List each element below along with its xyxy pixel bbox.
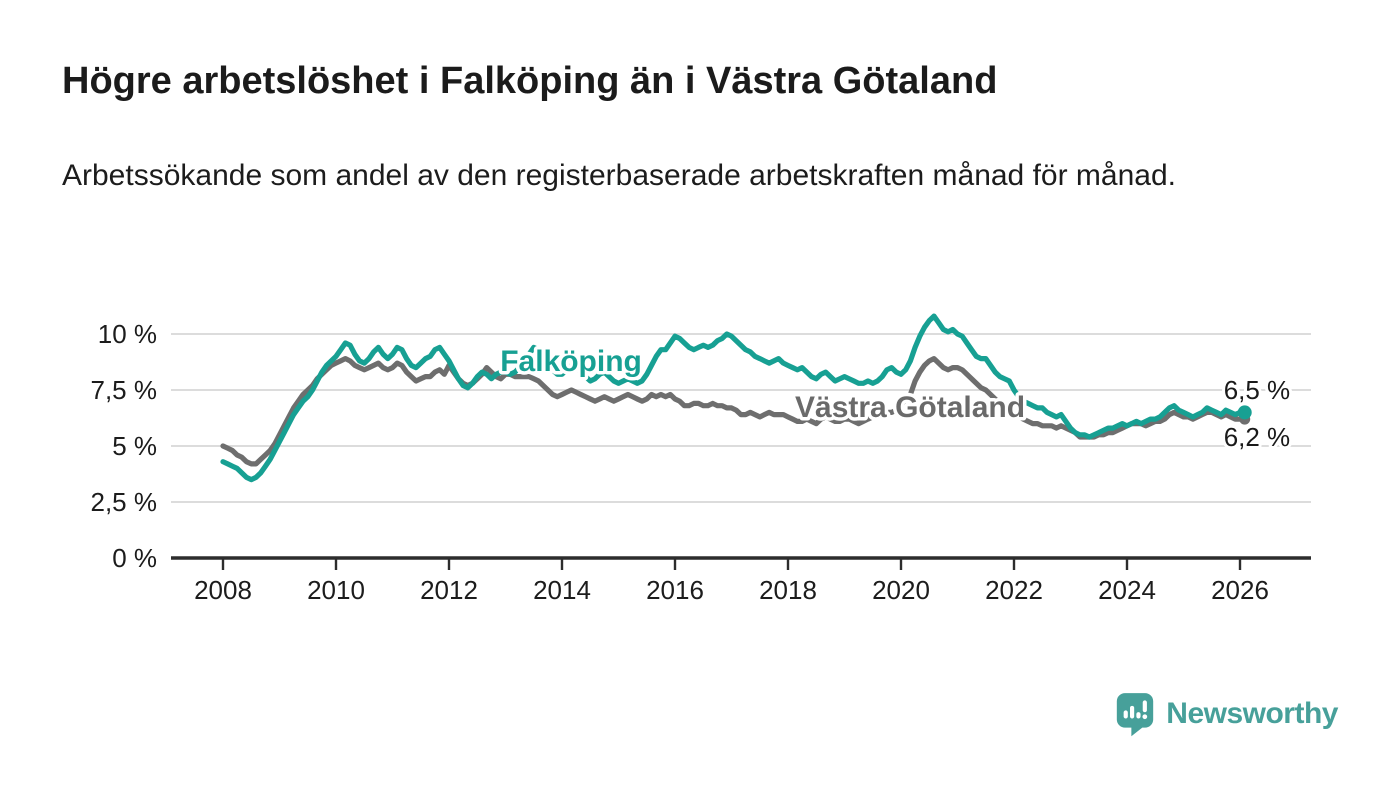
y-tick-label: 0 % — [112, 543, 157, 573]
chart-title: Högre arbetslöshet i Falköping än i Väst… — [62, 60, 998, 102]
series-end-dot-falkoping — [1237, 405, 1252, 420]
x-tick-label: 2012 — [420, 575, 478, 605]
x-tick-label: 2020 — [872, 575, 930, 605]
x-tick-label: 2024 — [1098, 575, 1156, 605]
x-tick-label: 2026 — [1211, 575, 1269, 605]
newsworthy-logo-icon — [1115, 690, 1155, 738]
y-tick-label: 10 % — [98, 319, 157, 349]
x-tick-label: 2016 — [646, 575, 704, 605]
series-label-falkoping: Falköping — [500, 345, 642, 378]
y-tick-label: 5 % — [112, 431, 157, 461]
x-tick-label: 2018 — [759, 575, 817, 605]
end-value-label-vastra-gotaland: 6,2 % — [1224, 422, 1291, 452]
x-tick-label: 2010 — [307, 575, 365, 605]
y-tick-label: 2,5 % — [91, 487, 158, 517]
x-tick-label: 2014 — [533, 575, 591, 605]
end-value-label-falkoping: 6,5 % — [1224, 375, 1291, 405]
x-tick-label: 2008 — [194, 575, 252, 605]
series-line-vastra-gotaland — [220, 356, 1248, 467]
series-line-falkoping — [220, 313, 1248, 483]
chart-subtitle: Arbetssökande som andel av den registerb… — [62, 159, 1176, 192]
y-tick-label: 7,5 % — [91, 375, 158, 405]
newsworthy-wordmark: Newsworthy — [1166, 697, 1338, 730]
series-label-vastra-gotaland: Västra Götaland — [795, 391, 1025, 424]
x-tick-label: 2022 — [985, 575, 1043, 605]
newsworthy-logo[interactable]: Newsworthy — [1115, 690, 1338, 738]
